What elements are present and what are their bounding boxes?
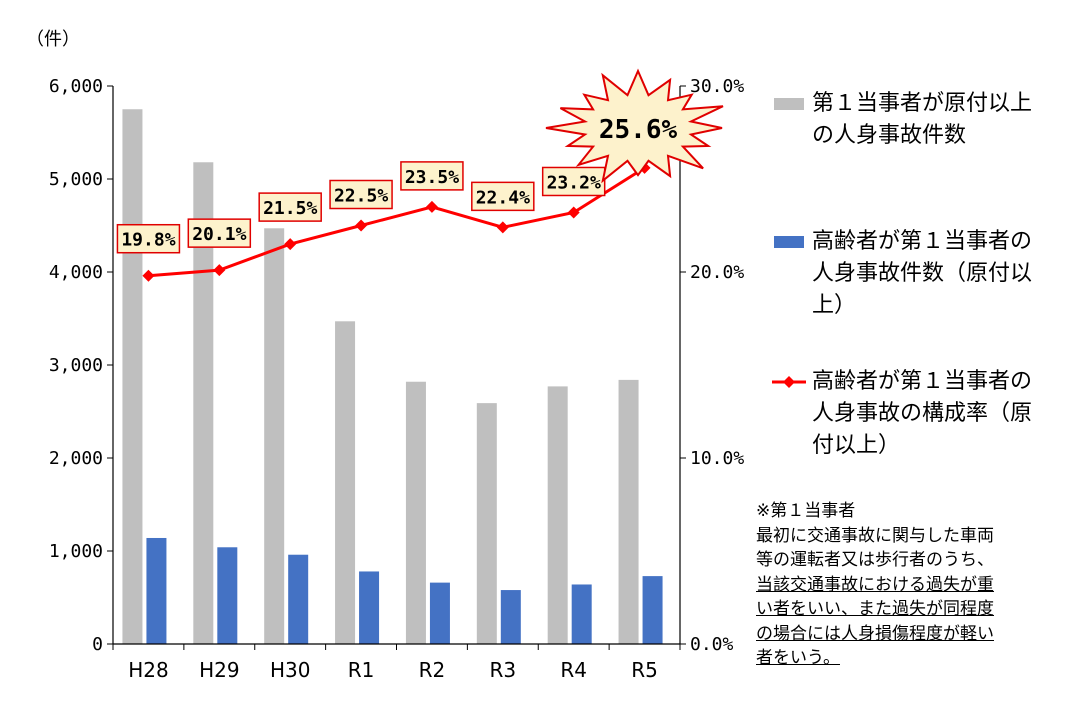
legend-text-line: 高齢者が第１当事者の [812,369,1033,394]
bar-total-accidents [476,403,497,644]
bar-elderly-accidents [571,584,592,644]
data-label: 21.5% [263,198,317,219]
legend-text-line: 人身事故の構成率（原 [812,401,1033,426]
bar-elderly-accidents [146,537,167,644]
y-left-tick-label: 3,000 [49,355,103,376]
footnote: ※第１当事者 最初に交通事故に関与した車両 等の運転者又は歩行者のうち、 当該交… [756,499,1066,671]
x-tick-label: R5 [631,658,658,682]
y-left-tick-label: 6,000 [49,76,103,97]
legend-text-line: 高齢者が第１当事者の [812,229,1033,254]
bar-elderly-accidents [359,571,380,644]
bar-elderly-accidents [288,554,309,644]
legend-text-line: 人身事故件数（原付以 [812,261,1033,286]
data-label-box [187,218,252,248]
legend-text-line: 上） [812,293,857,318]
bar-elderly-accidents [217,547,238,644]
line-point-marker [142,269,155,282]
x-tick-label: H29 [199,658,240,682]
footnote-underlined-line: 者をいう。 [756,648,840,668]
data-label: 20.1% [192,224,246,245]
footnote-underlined-line: の場合には人身損傷程度が軽い [756,623,994,644]
bar-total-accidents [405,381,426,644]
bar-total-accidents [618,379,639,644]
x-tick-label: R2 [419,658,446,682]
data-label-box [471,181,535,212]
y-right-tick-label: 10.0% [690,448,744,469]
bar-total-accidents [122,109,143,644]
data-label: 22.4% [476,187,530,208]
data-label-box [116,223,181,254]
starburst-shape [545,68,724,184]
bar-total-accidents [335,321,356,644]
bar-elderly-accidents [642,576,663,644]
y-left-tick-label: 4,000 [49,262,103,283]
data-label: 23.5% [405,167,459,188]
legend-text-line: 付以上） [812,433,901,458]
y-left-tick-label: 5,000 [49,169,103,190]
data-label-box [400,161,464,191]
y-right-tick-label: 20.0% [690,262,744,283]
y-left-tick-label: 2,000 [49,448,103,469]
line-elderly-rate [148,166,646,278]
data-label-box [258,192,322,222]
data-label-box [329,179,393,210]
footnote-line: 等の運転者又は歩行者のうち、 [756,550,994,570]
bar-elderly-accidents [429,582,450,644]
highlight-label: 25.6% [599,115,678,145]
line-point-marker [496,221,509,234]
legend-swatch-blue [774,236,804,248]
data-label: 19.8% [121,230,175,251]
x-tick-label: H28 [128,658,169,682]
legend-text-line: の人身事故件数 [812,123,967,148]
legend-swatch-line [772,376,806,388]
bar-total-accidents [547,386,568,644]
data-label: 22.5% [334,186,388,207]
footnote-underlined-line: 当該交通事故における過失が重 [756,574,994,595]
footnote-title: ※第１当事者 [756,501,856,521]
y-right-tick-label: 0.0% [690,634,734,655]
data-label-box [541,166,606,197]
bar-total-accidents [264,228,285,645]
bar-total-accidents [193,162,214,644]
line-point-marker [213,264,226,277]
footnote-line: 最初に交通事故に関与した車両 [756,525,994,546]
y-right-tick-label: 30.0% [690,76,744,97]
data-label: 23.2% [547,172,601,193]
x-tick-label: R1 [348,658,375,682]
y-axis-unit-label: （件） [26,29,80,50]
highlight-starburst: 25.6% [545,68,724,184]
line-point-marker [567,206,580,219]
x-tick-label: R3 [490,658,517,682]
y-left-tick-label: 1,000 [49,541,103,562]
x-tick-label: R4 [560,658,587,682]
line-point-marker [355,219,368,232]
legend-swatch-gray [774,98,804,110]
bar-elderly-accidents [500,590,521,644]
line-point-marker [425,200,438,213]
footnote-underlined-line: い者をいい、また過失が同程度 [756,599,994,619]
y-left-tick-label: 0 [92,634,103,655]
legend-text-line: 第１当事者が原付以上 [812,91,1033,116]
line-point-marker [284,238,297,251]
x-tick-label: H30 [270,658,311,682]
